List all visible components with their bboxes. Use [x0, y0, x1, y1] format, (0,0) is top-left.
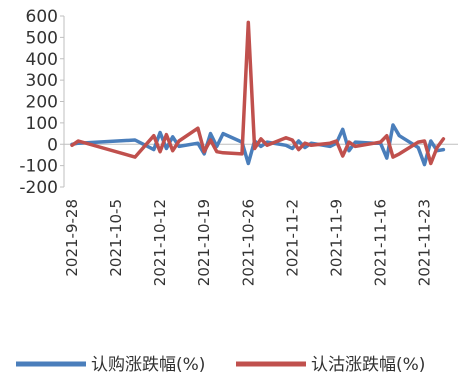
x-tick-label: 2021-11-2: [283, 199, 301, 277]
x-tick-label: 2021-10-12: [151, 199, 169, 286]
x-tick-label: 2021-11-16: [371, 199, 389, 286]
x-tick-label: 2021-11-23: [416, 199, 434, 286]
series-layer: [70, 20, 446, 167]
y-tick-label: 200: [26, 93, 58, 113]
legend-label-put: 认沽涨跌幅(%): [311, 355, 425, 374]
y-tick-label: 300: [26, 71, 58, 91]
y-tick-label: -200: [19, 178, 58, 198]
legend-label-call: 认购涨跌幅(%): [91, 355, 205, 374]
y-tick-label: 0: [47, 135, 58, 155]
series-line-call: [70, 123, 446, 167]
legend: 认购涨跌幅(%) 认沽涨跌幅(%): [16, 355, 425, 375]
series-line-put: [70, 20, 446, 166]
y-tick-label: 600: [26, 7, 58, 27]
x-tick-label: 2021-9-28: [63, 199, 81, 277]
x-tick-label: 2021-10-5: [107, 199, 125, 277]
legend-item-call: 认购涨跌幅(%): [16, 355, 205, 375]
y-tick-label: 100: [26, 114, 58, 134]
legend-item-put: 认沽涨跌幅(%): [236, 355, 425, 375]
y-tick-label: 500: [26, 28, 58, 48]
x-tick-label: 2021-10-19: [195, 199, 213, 286]
x-axis: 2021-9-28 2021-10-5 2021-10-12 2021-10-19 20…: [63, 143, 458, 286]
y-tick-label: -100: [19, 157, 58, 177]
x-tick-label: 2021-10-26: [239, 199, 257, 286]
x-tick-label: 2021-11-9: [327, 199, 345, 277]
y-tick-label: 400: [26, 50, 58, 70]
